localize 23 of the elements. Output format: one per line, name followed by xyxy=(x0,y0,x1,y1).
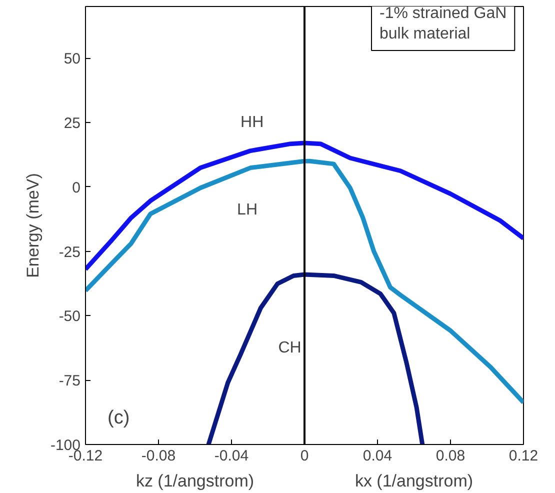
annotation: -1% strained GaN bulk material xyxy=(380,5,507,42)
y-tick-label: -25 xyxy=(58,244,81,261)
annotation: LH xyxy=(237,202,258,219)
annotation: CH xyxy=(278,340,302,357)
x-tick-label: 0.04 xyxy=(362,448,392,464)
x-tick-label: -0.04 xyxy=(214,448,249,464)
y-tick-label: -75 xyxy=(58,372,81,390)
y-tick-label: -50 xyxy=(58,308,81,326)
y-tick-label: 0 xyxy=(72,179,80,196)
y-tick-label: 25 xyxy=(64,114,81,132)
line-series xyxy=(86,158,524,405)
x-axis-title: kz (1/angstrom) xyxy=(136,472,254,490)
annotation: (c) xyxy=(108,408,130,428)
y-axis-title: Energy (meV) xyxy=(23,173,42,278)
line-series xyxy=(206,272,425,444)
text: kx (1/angstrom) xyxy=(354,472,474,490)
annotation: HH xyxy=(240,114,264,132)
line-series xyxy=(86,140,524,272)
x-tick-label: 0 xyxy=(300,448,309,464)
y-tick-label: 50 xyxy=(64,50,81,68)
x-tick-label: 0.12 xyxy=(508,448,538,464)
x-tick-label: 0.08 xyxy=(436,448,466,464)
x-tick-label: -0.08 xyxy=(141,448,176,464)
